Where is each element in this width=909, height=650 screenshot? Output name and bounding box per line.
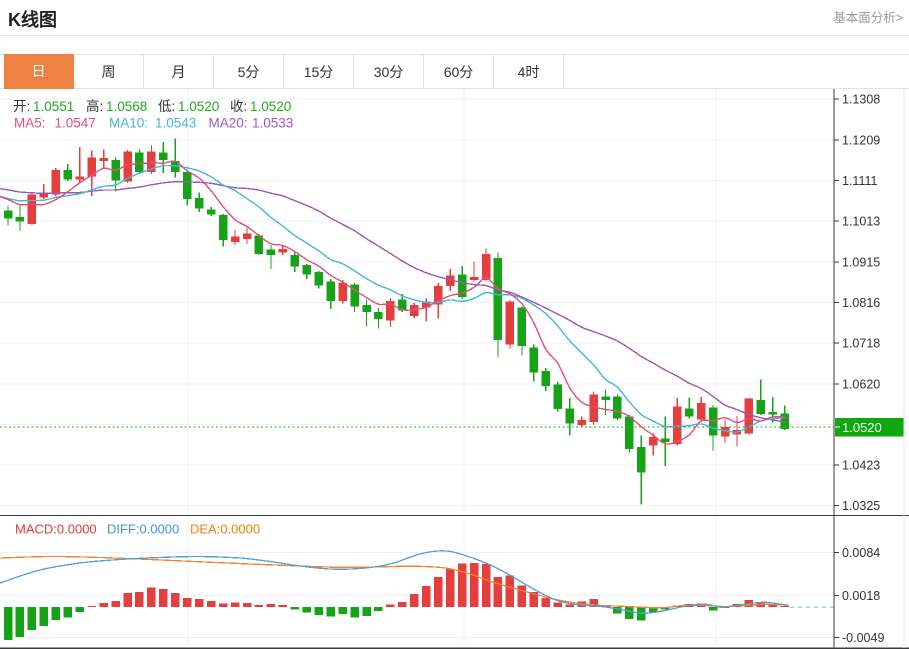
- svg-text:MACD:0.0000: MACD:0.0000: [15, 522, 97, 537]
- svg-text:1.0718: 1.0718: [842, 337, 880, 351]
- svg-text:1.0520: 1.0520: [842, 420, 882, 435]
- svg-text:0.0084: 0.0084: [842, 546, 880, 560]
- svg-text:开:1.0551: 开: 1.0551: [13, 99, 74, 114]
- svg-text:高:1.0568: 高: 1.0568: [86, 98, 147, 114]
- svg-text:低:1.0520: 低: 1.0520: [158, 99, 219, 114]
- svg-text:1.1111: 1.1111: [842, 174, 877, 188]
- svg-text:MA10:1.0543: MA10: 1.0543: [109, 116, 196, 131]
- svg-text:1.1308: 1.1308: [842, 93, 880, 107]
- svg-text:1.0423: 1.0423: [842, 459, 880, 473]
- svg-text:DIFF:0.0000: DIFF:0.0000: [107, 522, 179, 537]
- svg-text:1.0325: 1.0325: [842, 499, 880, 513]
- svg-text:-0.0049: -0.0049: [842, 631, 884, 645]
- svg-text:MA20:1.0533: MA20: 1.0533: [209, 116, 294, 131]
- svg-text:收:1.0520: 收: 1.0520: [230, 99, 291, 114]
- svg-text:1.1209: 1.1209: [842, 134, 880, 148]
- svg-text:0.0018: 0.0018: [842, 589, 880, 603]
- svg-text:MA5:1.0547: MA5: 1.0547: [14, 116, 96, 131]
- svg-text:1.1013: 1.1013: [842, 215, 880, 229]
- svg-text:DEA:0.0000: DEA:0.0000: [190, 522, 260, 537]
- svg-text:1.0816: 1.0816: [842, 296, 880, 310]
- svg-text:1.0915: 1.0915: [842, 256, 880, 270]
- svg-text:1.0620: 1.0620: [842, 378, 880, 392]
